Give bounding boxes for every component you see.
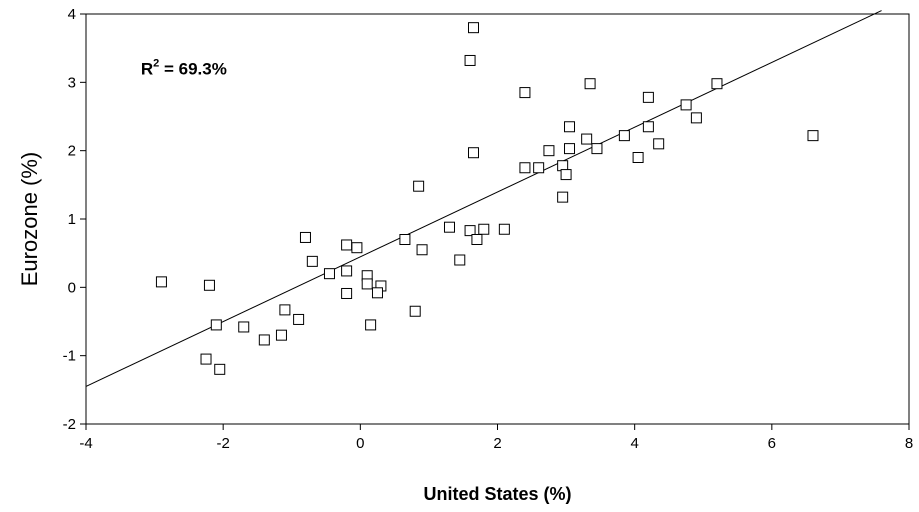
axis-ticks [80,13,910,430]
data-point [306,255,318,267]
r-squared-base: R [141,60,153,79]
data-point [365,319,377,331]
y-tick-label: -2 [63,416,76,433]
x-tick-label: -2 [216,435,229,452]
y-tick-label: 3 [68,74,76,91]
data-point [467,22,479,34]
x-axis-title: United States (%) [423,484,571,504]
x-tick-label: 6 [768,435,776,452]
data-point [409,305,421,317]
x-tick-label: 8 [905,435,913,452]
data-point [653,138,665,150]
data-point [351,242,363,254]
data-point [371,287,383,299]
data-point [478,223,490,235]
data-point [454,254,466,266]
data-point [690,112,702,124]
data-point [210,319,222,331]
data-point [564,121,576,133]
data-point [519,87,531,99]
data-point [591,143,603,155]
data-point [533,162,545,174]
data-point [557,191,569,203]
data-point [584,78,596,90]
data-point [464,54,476,66]
y-tick-label: 2 [68,143,76,160]
data-point [642,91,654,103]
data-point [413,180,425,192]
data-point [443,221,455,233]
data-point [293,313,305,325]
data-point [258,334,270,346]
data-point [543,145,555,157]
data-point [471,234,483,245]
data-point [467,147,479,159]
data-point [341,239,353,251]
y-tick-label: -1 [63,348,76,365]
y-tick-label: 0 [68,279,76,296]
data-points [155,22,819,375]
x-tick-label: -4 [79,435,92,452]
data-point [275,329,287,341]
x-tick-label: 2 [493,435,501,452]
data-point [323,268,335,280]
data-point [361,278,373,290]
data-point [200,353,212,365]
data-point [581,133,593,145]
r-squared-superscript: 2 [153,58,159,70]
data-point [238,321,250,333]
data-point [155,276,167,288]
data-point [203,279,215,291]
r-squared-annotation: R2 = 69.3% [141,58,227,79]
data-point [416,244,428,256]
data-point [399,234,411,245]
data-point [632,152,644,163]
data-point [214,363,226,375]
r-squared-value: = 69.3% [159,60,227,79]
y-tick-label: 1 [68,211,76,228]
data-point [642,121,654,133]
data-point [519,162,531,174]
data-point [560,169,572,181]
data-point [564,143,576,155]
data-point [618,130,630,142]
data-point [341,265,353,277]
data-point [279,304,291,316]
data-point [464,225,476,237]
data-point [341,287,353,299]
data-point [807,130,819,142]
data-point [498,223,510,235]
x-tick-label: 4 [630,435,638,452]
data-point [680,99,692,111]
y-tick-label: 4 [68,6,76,23]
data-point [299,231,311,243]
y-axis-title: Eurozone (%) [17,152,42,287]
data-point [711,78,723,90]
x-tick-label: 0 [356,435,364,452]
